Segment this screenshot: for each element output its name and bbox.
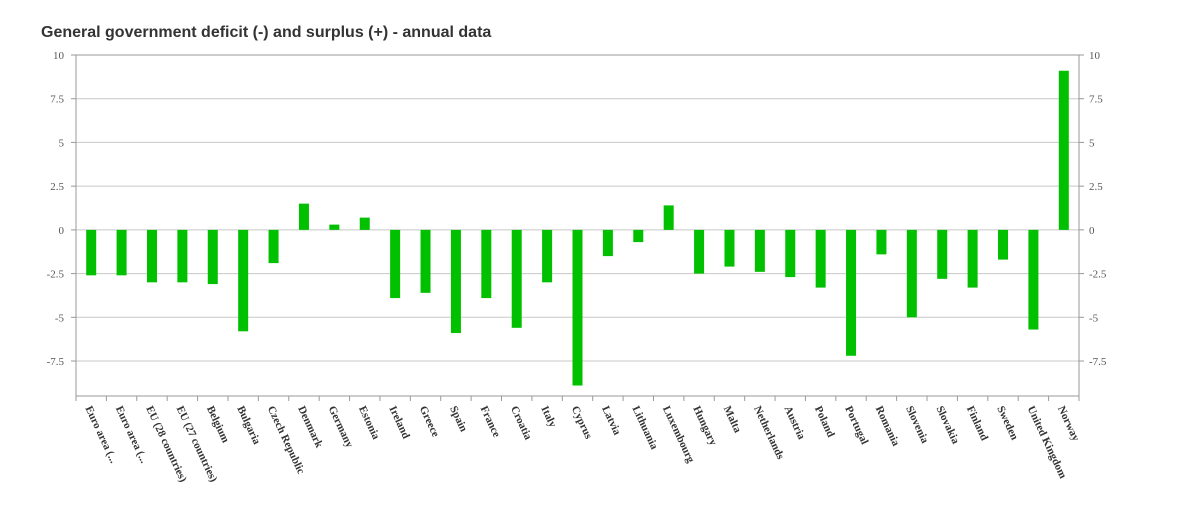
- y-tick-label: 10: [1089, 50, 1101, 62]
- category-label: Denmark: [295, 404, 325, 450]
- category-label: Romania: [873, 404, 902, 448]
- y-tick-label: -2.5: [1089, 269, 1107, 281]
- category-label: Estonia: [356, 404, 382, 442]
- category-label: Cyprus: [569, 404, 595, 441]
- bar: [116, 229, 127, 276]
- category-label: Austria: [782, 404, 808, 442]
- bar: [1028, 229, 1039, 330]
- bar: [1058, 70, 1069, 230]
- bar: [724, 229, 735, 267]
- category-label: Slovenia: [903, 404, 931, 446]
- category-label: Lithuania: [630, 404, 661, 452]
- bar: [390, 229, 401, 299]
- category-label: Netherlands: [751, 404, 786, 462]
- category-label: Greece: [417, 404, 442, 439]
- category-label: Germany: [326, 404, 356, 450]
- bar: [572, 229, 583, 386]
- category-label: Slovakia: [934, 404, 962, 446]
- y-tick-label: -7.5: [47, 356, 65, 368]
- category-label: Sweden: [994, 404, 1020, 442]
- bar: [359, 217, 370, 230]
- y-axis-right-ticks: 10 7.5 5 2.5 0 -2.5 -5 -7.5: [1079, 50, 1107, 368]
- category-label: Spain: [447, 404, 469, 433]
- bars: [86, 70, 1069, 386]
- category-label: Ireland: [386, 404, 412, 440]
- y-tick-label: 7.5: [50, 94, 64, 106]
- category-labels: Euro area (...Euro area (...EU (28 count…: [82, 404, 1081, 484]
- category-label: Belgium: [204, 404, 231, 445]
- bar: [846, 229, 857, 356]
- category-label: Croatia: [508, 404, 534, 442]
- bar: [481, 229, 492, 299]
- bar: [602, 229, 613, 257]
- category-label: Finland: [964, 404, 990, 442]
- category-label: Malta: [721, 404, 744, 435]
- category-label: France: [478, 404, 503, 439]
- category-label: Norway: [1055, 404, 1082, 443]
- bar: [633, 229, 644, 243]
- y-tick-label: -2.5: [47, 269, 65, 281]
- bar: [876, 229, 887, 255]
- y-tick-label: -7.5: [1089, 356, 1107, 368]
- bar: [177, 229, 188, 283]
- plot-frame: [75, 54, 1080, 397]
- bar: [694, 229, 705, 274]
- y-tick-label: 0: [1089, 225, 1095, 237]
- bar: [268, 229, 279, 264]
- category-label: Luxembourg: [660, 404, 697, 465]
- bar: [998, 229, 1009, 260]
- category-label: Bulgaria: [234, 404, 262, 447]
- category-label: Poland: [812, 404, 837, 439]
- y-tick-label: -5: [55, 312, 65, 324]
- bar: [329, 224, 340, 230]
- bar: [238, 229, 249, 332]
- category-label: Italy: [538, 404, 558, 429]
- y-axis-left-ticks: 10 7.5 5 2.5 0 -2.5 -5 -7.5: [47, 50, 76, 368]
- category-label: Hungary: [690, 404, 719, 448]
- bar: [815, 229, 826, 288]
- bar: [450, 229, 461, 334]
- bar: [785, 229, 796, 278]
- y-tick-label: 0: [59, 225, 65, 237]
- y-tick-label: 5: [59, 137, 65, 149]
- axes: [75, 54, 1080, 397]
- bar: [542, 229, 553, 283]
- y-tick-label: 2.5: [50, 181, 64, 193]
- category-label: Portugal: [842, 404, 870, 446]
- category-label: Latvia: [599, 404, 623, 437]
- bar: [937, 229, 948, 279]
- bar: [663, 205, 674, 230]
- bar: [86, 229, 97, 276]
- x-axis-ticks: [75, 396, 1080, 401]
- category-label: Euro area (...: [82, 404, 119, 465]
- bar: [207, 229, 218, 285]
- bar: [146, 229, 157, 283]
- y-tick-label: 10: [53, 50, 65, 62]
- bar: [511, 229, 522, 328]
- y-tick-label: 5: [1089, 137, 1095, 149]
- y-tick-label: 7.5: [1089, 94, 1103, 106]
- bar: [420, 229, 431, 293]
- y-tick-label: 2.5: [1089, 181, 1103, 193]
- bar: [967, 229, 978, 288]
- bar: [754, 229, 765, 272]
- bar: [906, 229, 917, 318]
- bar: [298, 203, 309, 230]
- chart-title: General government deficit (-) and surpl…: [41, 24, 492, 41]
- y-tick-label: -5: [1089, 312, 1099, 324]
